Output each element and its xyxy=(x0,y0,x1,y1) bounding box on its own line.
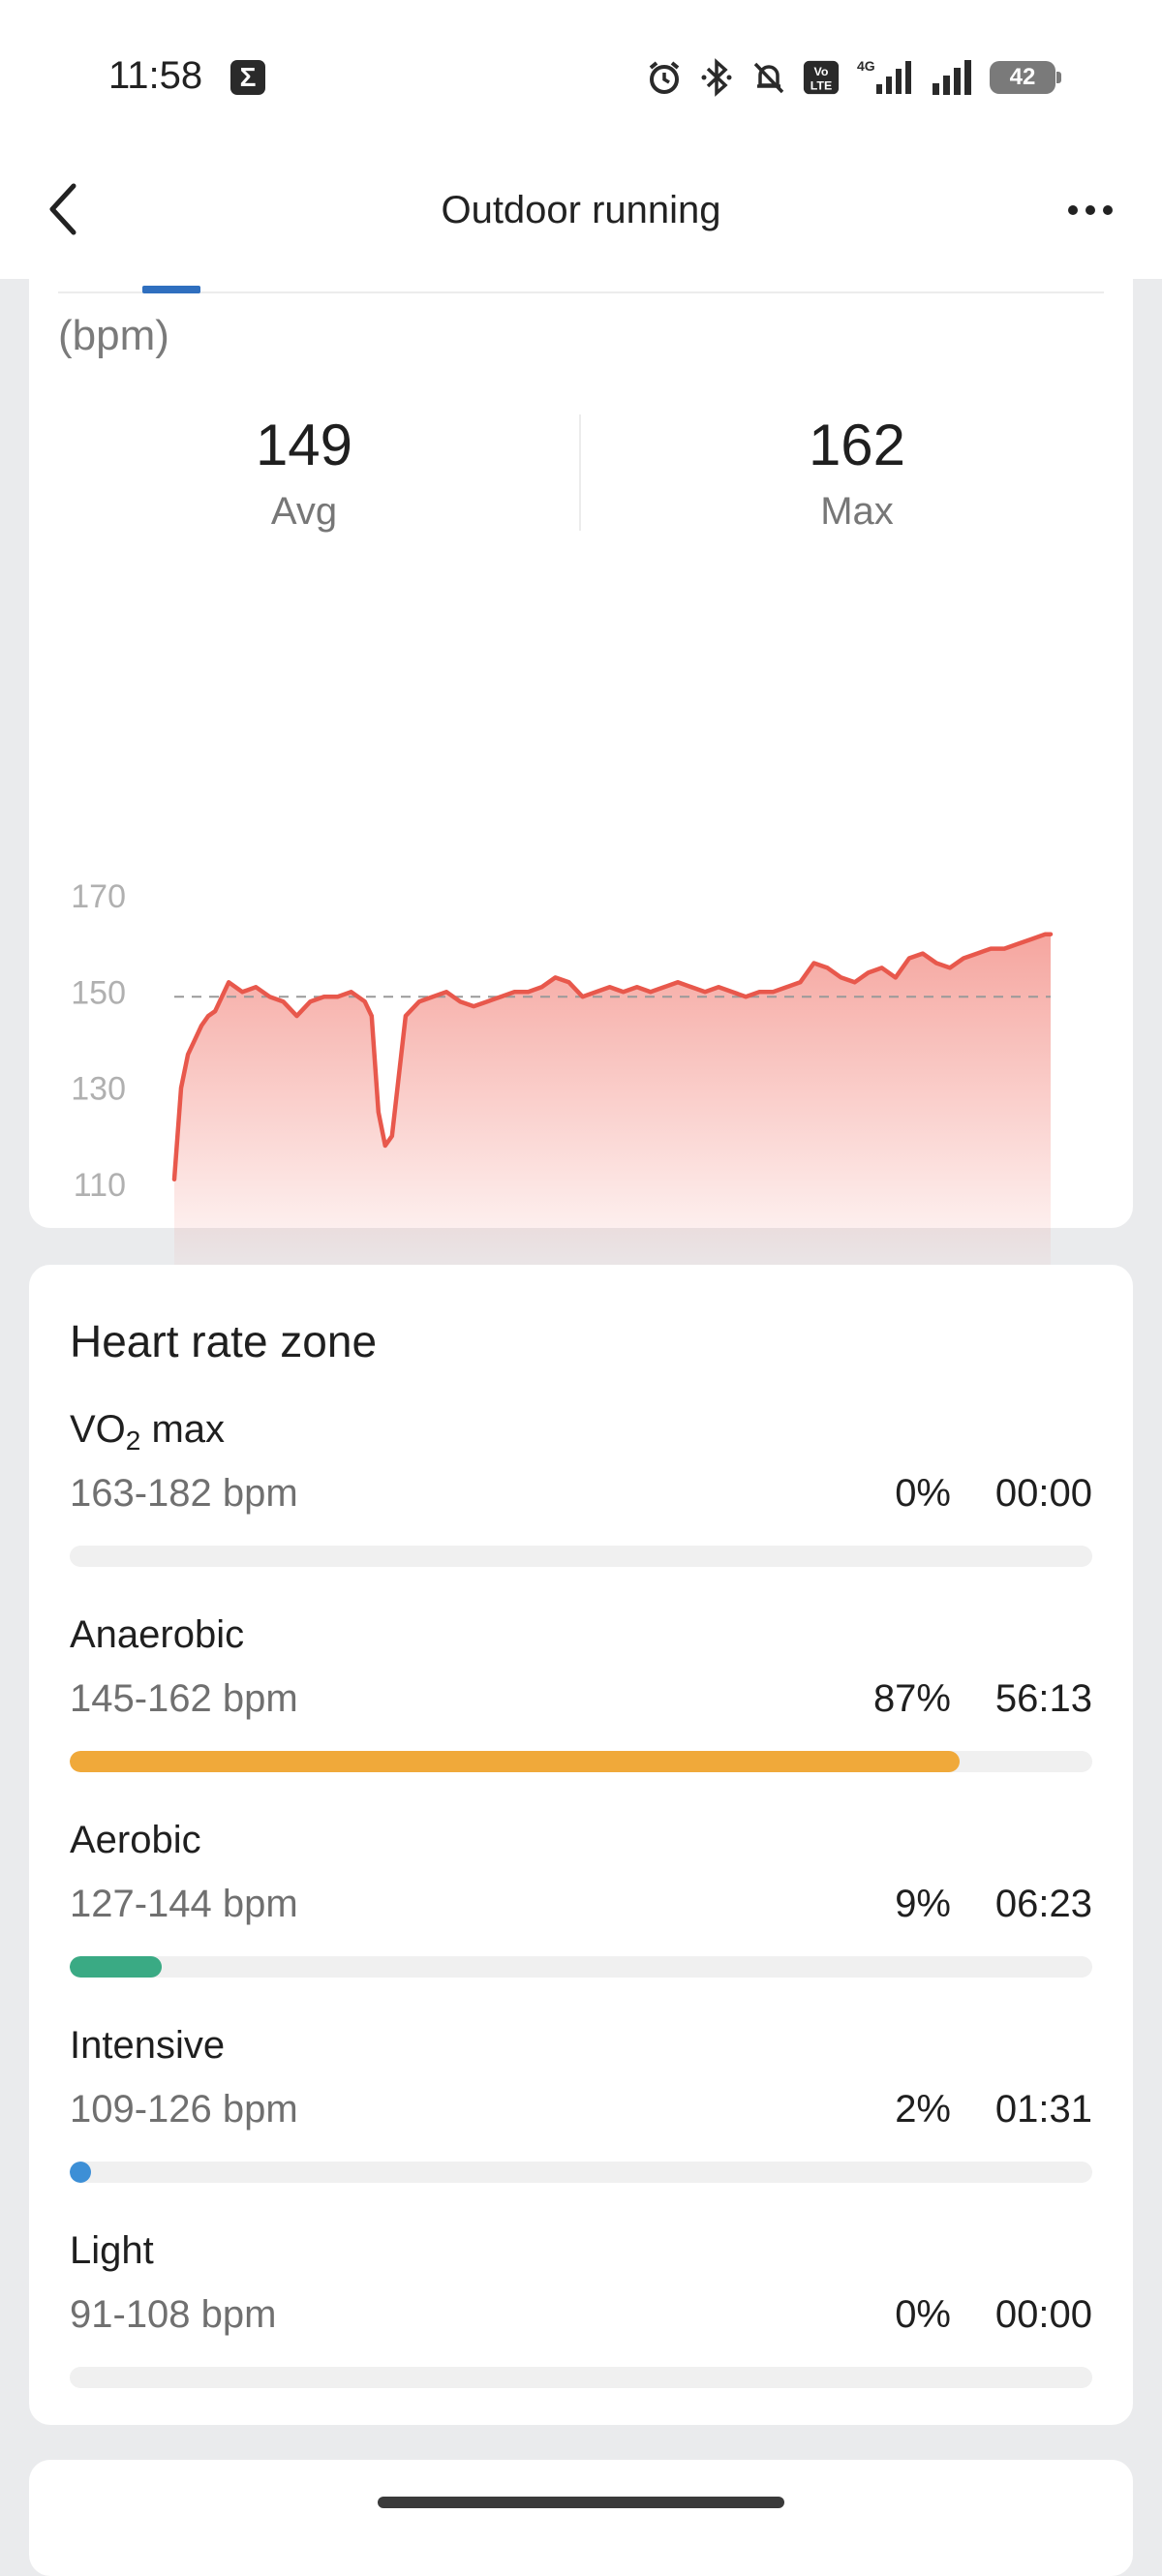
heart-rate-unit: (bpm) xyxy=(58,312,169,359)
zone-progress-fill xyxy=(70,2162,91,2183)
back-arrow-icon[interactable] xyxy=(45,180,83,238)
heart-rate-chart: 17015013011090 00:0016:0632:1248:1801:04… xyxy=(71,878,1115,1344)
zone-name-main: VO xyxy=(70,1408,126,1451)
zone-time: 00:00 xyxy=(994,2293,1092,2336)
active-tab-indicator xyxy=(142,286,200,293)
max-heart-rate-value: 162 xyxy=(808,413,906,477)
avg-heart-rate-stat: 149 Avg xyxy=(159,412,449,534)
zone-time: 56:13 xyxy=(994,1677,1092,1720)
zone-progress-track xyxy=(70,2367,1092,2388)
sigma-notification-icon: Σ xyxy=(230,60,265,95)
zone-name: Light xyxy=(70,2229,154,2272)
zone-percent: 2% xyxy=(895,2088,951,2131)
zone-intensive: Intensive 109-126 bpm 2% 01:31 xyxy=(70,2024,1092,2208)
zone-progress-track xyxy=(70,1956,1092,1978)
zone-aerobic: Aerobic 127-144 bpm 9% 06:23 xyxy=(70,1819,1092,2003)
top-bar: 11:58 Σ Vo LTE 4G 42 Outdoor running xyxy=(0,0,1162,279)
alarm-icon xyxy=(645,58,684,97)
avg-heart-rate-value: 149 xyxy=(255,413,353,477)
zone-time: 06:23 xyxy=(994,1883,1092,1925)
avg-heart-rate-label: Avg xyxy=(270,490,338,533)
y-tick-label: 170 xyxy=(71,878,126,915)
y-tick-label: 130 xyxy=(71,1071,126,1108)
zone-progress-track xyxy=(70,2162,1092,2183)
zone-name: Anaerobic xyxy=(70,1613,245,1656)
next-card xyxy=(29,2460,1133,2576)
zones-title: Heart rate zone xyxy=(70,1316,378,1366)
zone-range: 109-126 bpm xyxy=(70,2088,298,2131)
svg-text:LTE: LTE xyxy=(810,78,832,92)
max-heart-rate-stat: 162 Max xyxy=(712,412,1002,534)
zone-name-rest: max xyxy=(140,1408,226,1451)
y-tick-label: 110 xyxy=(74,1167,126,1204)
svg-text:4G: 4G xyxy=(857,58,875,74)
tab-divider xyxy=(58,291,1104,293)
zone-progress-fill xyxy=(70,1956,163,1978)
zone-range: 127-144 bpm xyxy=(70,1883,298,1925)
zone-name: Aerobic xyxy=(70,1819,201,1861)
bluetooth-icon xyxy=(697,58,736,97)
svg-text:Vo: Vo xyxy=(814,65,829,78)
zone-anaerobic: Anaerobic 145-162 bpm 87% 56:13 xyxy=(70,1613,1092,1797)
zone-light: Light 91-108 bpm 0% 00:00 xyxy=(70,2229,1092,2413)
status-time: 11:58 xyxy=(108,54,203,97)
zone-percent: 87% xyxy=(872,1677,951,1720)
more-options-icon[interactable] xyxy=(1065,186,1116,234)
zone-percent: 0% xyxy=(895,2293,951,2336)
zone-vo2max: VO2 max 163-182 bpm 0% 00:00 xyxy=(70,1408,1092,1592)
max-heart-rate-label: Max xyxy=(820,490,894,533)
zone-name: VO2 max xyxy=(70,1408,225,1457)
zone-name: Intensive xyxy=(70,2024,226,2067)
4g-signal-icon: 4G xyxy=(854,58,916,97)
zone-percent: 9% xyxy=(895,1883,951,1925)
zone-progress-track xyxy=(70,1546,1092,1567)
zone-time: 00:00 xyxy=(994,1472,1092,1515)
zone-progress-track xyxy=(70,1751,1092,1772)
zone-percent: 0% xyxy=(895,1472,951,1515)
zone-time: 01:31 xyxy=(994,2088,1092,2131)
signal-icon xyxy=(930,58,976,97)
heart-rate-area xyxy=(174,934,1051,1280)
status-icons: Vo LTE 4G 42 xyxy=(645,50,1061,105)
silent-bell-icon xyxy=(749,58,788,97)
zone-range: 145-162 bpm xyxy=(70,1677,298,1720)
zone-range: 91-108 bpm xyxy=(70,2293,277,2336)
heart-rate-card: (bpm) 149 Avg 162 Max 17015013011090 00:… xyxy=(29,232,1133,1344)
stat-divider xyxy=(579,414,581,531)
home-indicator[interactable] xyxy=(378,2497,784,2508)
zone-progress-fill xyxy=(70,1751,960,1772)
volte-icon: Vo LTE xyxy=(802,58,841,97)
heart-rate-zone-card: Heart rate zone VO2 max 163-182 bpm 0% 0… xyxy=(29,1265,1133,2425)
battery-icon: 42 xyxy=(990,61,1061,94)
zone-range: 163-182 bpm xyxy=(70,1472,298,1515)
heart-rate-line xyxy=(171,932,1054,1182)
y-tick-label: 150 xyxy=(71,974,126,1011)
page-title: Outdoor running xyxy=(441,189,721,231)
zone-name-subscript: 2 xyxy=(125,1426,141,1456)
